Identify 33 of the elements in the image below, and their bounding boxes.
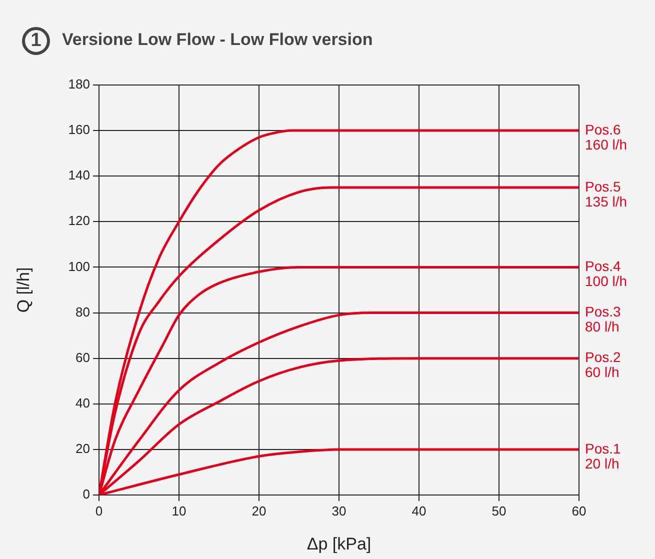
y-tick-label: 100	[68, 258, 90, 274]
text: 160 l/h	[585, 136, 628, 152]
x-tick-label: 20	[252, 503, 266, 518]
series-label: Pos.5	[585, 178, 622, 194]
x-tick-label: 40	[412, 503, 426, 518]
y-axis-title: Q [l/h]	[14, 267, 33, 313]
x-tick-label: 60	[572, 503, 586, 518]
y-tick-label: 160	[68, 122, 90, 138]
x-tick-label: 30	[332, 503, 346, 518]
y-tick-label: 20	[76, 441, 90, 456]
series-label: Pos.4	[585, 258, 622, 274]
chart-title: Versione Low Flow - Low Flow version	[62, 30, 373, 50]
text: 20 l/h	[585, 455, 620, 472]
series-label: Pos.6	[585, 121, 622, 138]
y-tick-label: 120	[68, 213, 90, 228]
x-axis-title: Δp [kPa]	[306, 534, 372, 554]
y-tick-label: 40	[76, 395, 90, 410]
x-tick-label: 10	[172, 503, 186, 518]
text: 60 l/h	[585, 364, 620, 380]
y-tick-label: 60	[76, 350, 90, 365]
x-tick-label: 50	[492, 503, 506, 518]
series-label: Pos.1	[585, 440, 622, 456]
x-tick-label: 0	[95, 503, 103, 518]
y-tick-label: 0	[82, 486, 90, 502]
series-label: Pos.2	[585, 349, 622, 366]
y-tick-label: 80	[76, 304, 90, 320]
text: 80 l/h	[585, 318, 620, 335]
y-tick-label: 180	[68, 76, 90, 92]
series-label: Pos.3	[585, 304, 622, 320]
text: 100 l/h	[585, 273, 628, 290]
text: 135 l/h	[585, 193, 628, 210]
y-tick-label: 140	[68, 168, 90, 183]
text: 1	[22, 27, 50, 55]
